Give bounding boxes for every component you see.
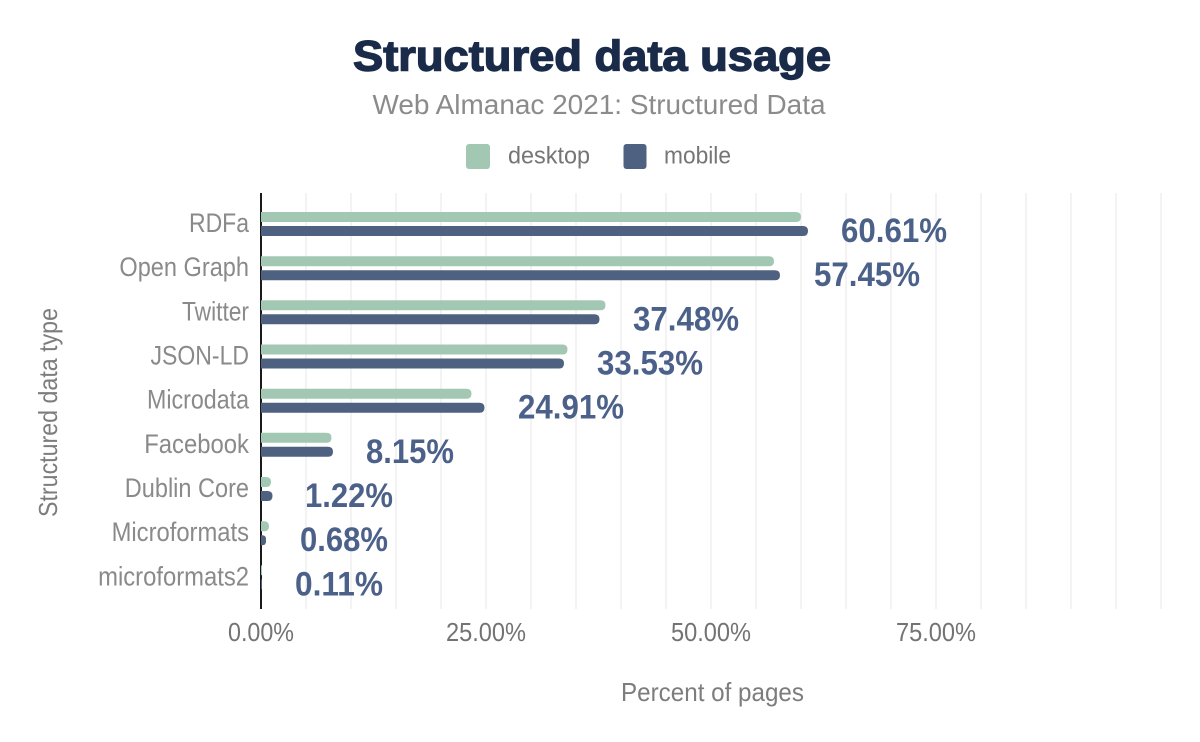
svg-text:Open Graph: Open Graph xyxy=(119,252,249,282)
svg-text:24.91%: 24.91% xyxy=(518,389,624,427)
svg-text:Facebook: Facebook xyxy=(144,429,249,459)
svg-text:25.00%: 25.00% xyxy=(446,617,526,647)
svg-text:Web Almanac 2021: Structured D: Web Almanac 2021: Structured Data xyxy=(373,89,826,120)
svg-text:Percent of pages: Percent of pages xyxy=(621,677,804,707)
svg-text:desktop: desktop xyxy=(508,143,590,170)
svg-text:0.00%: 0.00% xyxy=(228,617,294,647)
svg-text:Twitter: Twitter xyxy=(182,296,249,326)
svg-text:0.68%: 0.68% xyxy=(300,521,388,559)
svg-text:RDFa: RDFa xyxy=(189,208,250,238)
svg-text:57.45%: 57.45% xyxy=(814,256,920,294)
svg-text:1.22%: 1.22% xyxy=(305,477,393,515)
svg-text:Structured data usage: Structured data usage xyxy=(353,33,831,81)
svg-text:Microformats: Microformats xyxy=(112,517,249,547)
svg-text:75.00%: 75.00% xyxy=(896,617,976,647)
svg-text:microformats2: microformats2 xyxy=(98,561,249,591)
svg-text:Microdata: Microdata xyxy=(147,385,250,415)
svg-text:Structured data type: Structured data type xyxy=(33,308,63,517)
svg-text:Dublin Core: Dublin Core xyxy=(125,473,249,503)
svg-text:60.61%: 60.61% xyxy=(841,212,947,250)
svg-text:JSON-LD: JSON-LD xyxy=(151,341,250,371)
svg-text:mobile: mobile xyxy=(664,143,731,170)
svg-text:50.00%: 50.00% xyxy=(671,617,751,647)
svg-text:37.48%: 37.48% xyxy=(633,300,739,338)
svg-text:0.11%: 0.11% xyxy=(295,565,383,603)
svg-text:33.53%: 33.53% xyxy=(597,345,703,383)
svg-text:8.15%: 8.15% xyxy=(366,433,454,471)
